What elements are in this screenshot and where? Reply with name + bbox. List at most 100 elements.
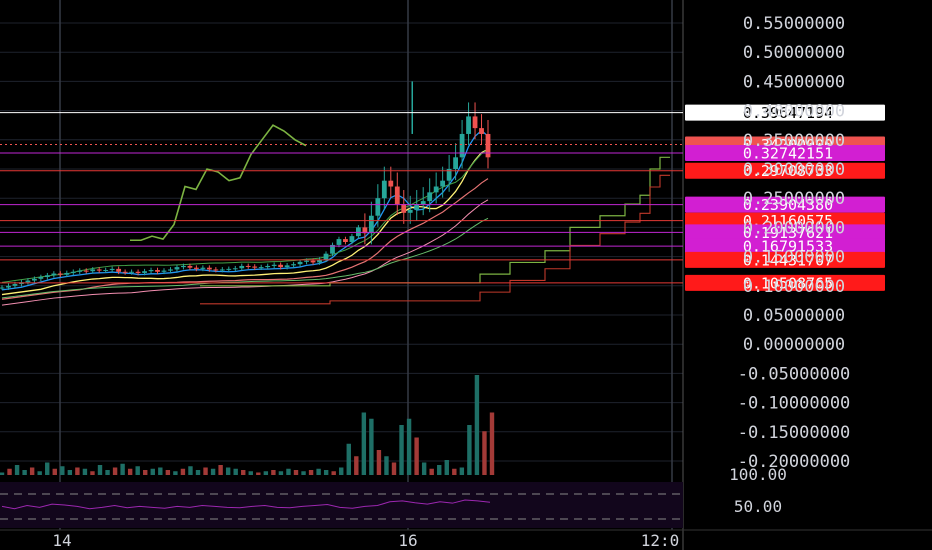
chart-grid — [0, 0, 684, 550]
volume-bar — [376, 450, 382, 475]
price-tick-label: -0.15000000 — [738, 423, 851, 443]
volume-bar — [444, 460, 449, 475]
volume-bar — [391, 462, 397, 475]
candle-body — [12, 284, 18, 286]
candle-body — [0, 287, 5, 289]
price-tick-label: 0.20000000 — [743, 218, 845, 238]
price-tick-label: 0.10000000 — [743, 277, 845, 297]
price-tick-label: 0.35000000 — [743, 131, 845, 151]
volume-bar — [127, 468, 133, 475]
candle-body — [142, 271, 147, 273]
level-label: 0.23904380 — [743, 196, 833, 214]
level-label-box[interactable] — [685, 274, 885, 291]
bb-upper-line — [1, 148, 489, 283]
candle-body — [401, 204, 407, 213]
volume-bar — [406, 418, 412, 475]
candle-body — [32, 278, 37, 281]
price-tick-label: -0.05000000 — [738, 364, 851, 384]
volume-bar — [354, 456, 359, 475]
candle-body — [394, 186, 400, 205]
candle-body — [472, 116, 478, 129]
volume-bars — [0, 375, 495, 475]
volume-bar — [135, 466, 140, 475]
level-label-box[interactable] — [685, 251, 885, 268]
volume-bar — [67, 470, 73, 475]
candle-body — [44, 275, 50, 278]
level-label-box[interactable] — [685, 104, 885, 121]
candle-body — [155, 270, 160, 272]
candle-body — [103, 270, 109, 272]
candle-body — [90, 269, 96, 272]
candle-body — [161, 270, 167, 272]
level-label-box[interactable] — [685, 162, 885, 179]
volume-bar — [233, 468, 238, 475]
candle-body — [368, 215, 374, 234]
candle-body — [310, 260, 316, 263]
price-tick-label: 0.00000000 — [743, 335, 845, 355]
volume-bar — [384, 456, 389, 475]
volume-bar — [82, 468, 88, 475]
candle-body — [446, 169, 452, 181]
level-label-box[interactable] — [685, 196, 885, 213]
candle-body — [174, 267, 180, 270]
candle-body — [388, 180, 394, 187]
volume-bar — [429, 468, 434, 475]
candle-body — [148, 270, 154, 272]
volume-bar — [158, 467, 163, 475]
candle-body — [64, 272, 70, 275]
volume-bar — [120, 463, 125, 475]
level-label-box[interactable] — [685, 224, 885, 241]
volume-bar — [323, 470, 329, 475]
candle-body — [485, 133, 491, 158]
rsi-panel: 100.00 50.00 — [0, 465, 787, 528]
price-axis[interactable]: 0.55000000 0.50000000 0.45000000 0.40000000… — [738, 14, 851, 472]
green-indicator-line — [130, 124, 307, 242]
volume-bar — [97, 465, 103, 475]
horizontal-levels[interactable]: 0.396471940.342000000.327421510.29708733… — [0, 104, 885, 292]
ema-fast-line — [1, 129, 489, 291]
candle-body — [181, 265, 186, 268]
level-label: 0.29708733 — [743, 162, 833, 180]
time-axis[interactable]: 14 16 12:0 — [0, 529, 932, 550]
volume-bar — [286, 468, 291, 475]
volume-bar — [165, 470, 171, 475]
candle-body — [265, 265, 271, 268]
volume-bar — [180, 468, 186, 475]
ema-long-line — [1, 199, 489, 306]
candle-body — [356, 227, 361, 237]
candle-body — [336, 239, 342, 245]
volume-bar — [467, 425, 472, 475]
volume-bar — [248, 471, 253, 475]
candle-body — [168, 269, 173, 271]
level-label: 0.32742151 — [743, 144, 833, 162]
volume-bar — [203, 467, 208, 475]
candle-body — [129, 271, 134, 273]
candle-body — [466, 116, 471, 134]
candle-body — [83, 270, 89, 272]
volume-bar — [52, 468, 57, 475]
volume-bar — [45, 462, 50, 475]
volume-bar — [14, 465, 20, 475]
candle-body — [297, 261, 303, 265]
volume-bar — [22, 470, 27, 475]
level-label-box[interactable] — [685, 144, 885, 161]
candle-body — [284, 265, 290, 268]
candle-body — [109, 268, 115, 271]
candle-body — [459, 133, 465, 158]
candle-body — [122, 271, 128, 273]
level-label-box[interactable] — [685, 238, 885, 255]
volume-bar — [241, 470, 246, 475]
volume-bar — [301, 471, 306, 475]
price-tick-label: 0.25000000 — [743, 189, 845, 209]
volume-bar — [437, 465, 442, 475]
candle-body — [349, 236, 355, 242]
candle-body — [245, 265, 251, 267]
volume-bar — [7, 468, 12, 475]
candle-body — [232, 268, 238, 270]
candle-body — [291, 264, 296, 266]
candle-body — [96, 269, 102, 271]
candle-body — [453, 157, 458, 169]
volume-bar — [278, 471, 284, 475]
level-label: 0.14431707 — [743, 251, 833, 269]
